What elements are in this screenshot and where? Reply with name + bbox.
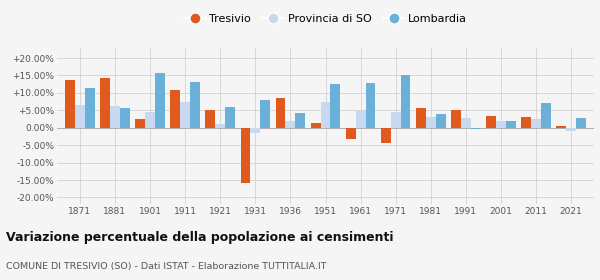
Bar [295,113,305,128]
Bar [110,106,120,128]
Bar [65,80,75,128]
Bar [381,128,391,143]
Bar [566,128,576,130]
Text: Variazione percentuale della popolazione ai censimenti: Variazione percentuale della popolazione… [6,231,394,244]
Bar [311,123,320,128]
Bar [331,84,340,128]
Bar [521,117,531,128]
Bar [286,121,295,128]
Bar [275,98,286,128]
Bar [541,103,551,128]
Bar [401,75,410,128]
Bar [391,112,401,128]
Bar [320,102,331,128]
Bar [120,108,130,128]
Bar [531,119,541,128]
Bar [365,83,376,128]
Bar [155,73,165,128]
Bar [100,78,110,128]
Bar [471,128,481,129]
Bar [135,119,145,128]
Bar [180,102,190,128]
Bar [451,110,461,128]
Bar [346,128,356,139]
Bar [486,116,496,128]
Bar [416,108,426,128]
Bar [436,114,446,128]
Bar [145,112,155,128]
Bar [250,128,260,133]
Bar [260,100,270,128]
Bar [461,118,471,128]
Legend: Tresivio, Provincia di SO, Lombardia: Tresivio, Provincia di SO, Lombardia [179,9,472,28]
Bar [225,107,235,128]
Bar [190,82,200,128]
Bar [215,123,225,128]
Bar [356,111,365,128]
Bar [576,118,586,128]
Bar [496,122,506,128]
Bar [205,110,215,128]
Bar [506,121,516,128]
Bar [426,117,436,128]
Bar [85,88,95,128]
Bar [241,128,250,183]
Bar [75,105,85,128]
Bar [170,90,180,128]
Text: COMUNE DI TRESIVIO (SO) - Dati ISTAT - Elaborazione TUTTITALIA.IT: COMUNE DI TRESIVIO (SO) - Dati ISTAT - E… [6,262,326,271]
Bar [556,126,566,128]
